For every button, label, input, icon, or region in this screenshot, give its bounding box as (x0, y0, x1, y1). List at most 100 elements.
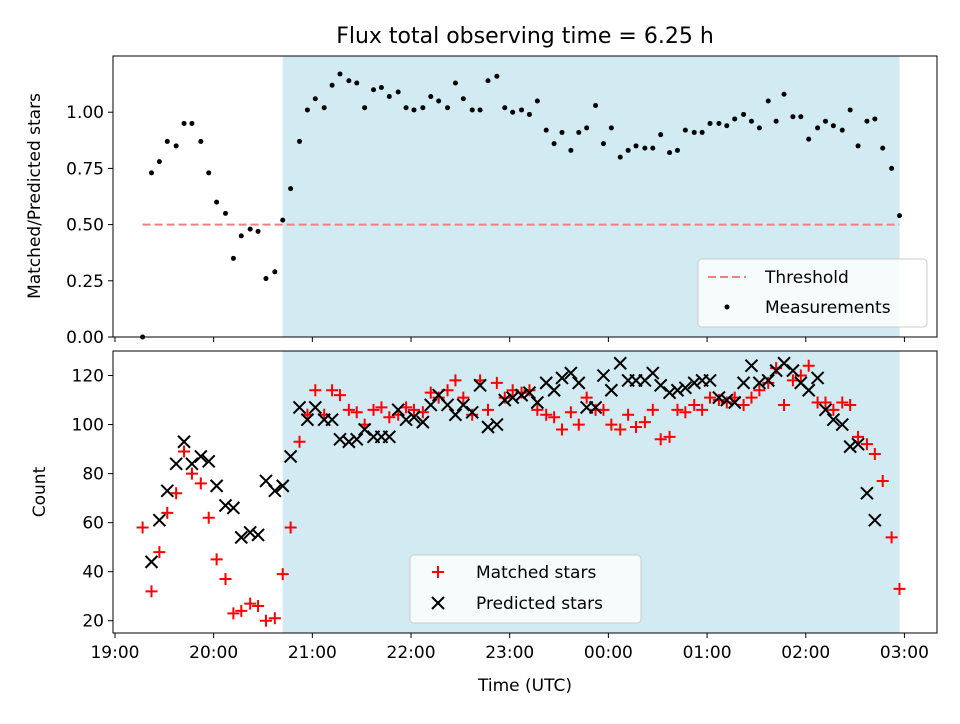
matched-star-point (737, 398, 750, 411)
threshold-legend-label: Threshold (764, 268, 849, 288)
predicted-star-point (826, 412, 841, 427)
measurement-point (280, 217, 286, 223)
measurement-point (445, 105, 451, 111)
measurement-point (206, 170, 212, 176)
matched-star-point (679, 406, 692, 419)
predicted-star-point (596, 368, 611, 383)
predicted-star-point (276, 479, 290, 493)
predicted-star-point (851, 437, 865, 451)
predicted-star-point (786, 363, 800, 378)
matched-star-point (712, 394, 725, 407)
measurement-point (198, 138, 204, 144)
matched-star-point (696, 403, 709, 416)
measurement-point (395, 89, 401, 95)
bottom-ytick-label: 60 (82, 514, 104, 534)
predicted-star-point (860, 486, 874, 500)
predicted-star-point (243, 525, 257, 540)
predicted-star-point (481, 420, 495, 434)
predicted-star-point (333, 432, 347, 446)
measurement-point (354, 80, 360, 86)
predicted-star-point (490, 417, 504, 432)
measurement-point (790, 114, 796, 120)
predicted-star-point (268, 484, 282, 498)
predicted-star-point (720, 393, 734, 407)
measurement-point (822, 118, 828, 124)
measurement-point (255, 228, 261, 234)
predicted-star-point (604, 383, 619, 397)
count-panel: 20 40 60 80 100 120 19:00 20:00 21:00 22:00 23:00… (30, 351, 938, 696)
predicted-star-point (357, 422, 372, 437)
matched-star-point (852, 430, 865, 443)
measurement-point (362, 105, 368, 111)
matched-star-point (572, 418, 585, 431)
top-axes-frame (112, 55, 938, 338)
matched-star-point (778, 398, 791, 411)
measurement-point (502, 105, 508, 111)
measurement-point (584, 125, 590, 131)
measurement-point (452, 80, 458, 86)
measurement-point (403, 105, 409, 111)
matched-star-point (827, 403, 840, 416)
matched-star-point (844, 398, 857, 411)
predicted-star-point (144, 555, 159, 569)
matched-star-point (153, 546, 166, 559)
matched-star-point (400, 401, 413, 414)
matched-star-point (605, 418, 618, 431)
matched-star-point (556, 423, 569, 436)
top-legend-frame (697, 258, 928, 328)
predicted-star-point (300, 412, 315, 427)
measurement-point (238, 233, 244, 239)
matched-star-point (457, 391, 470, 404)
matched-star-point (293, 435, 306, 448)
measurement-point (741, 111, 747, 117)
predicted-star-point (456, 398, 471, 412)
measurement-point (600, 141, 606, 147)
matched-star-point (548, 411, 561, 424)
matched-star-point (893, 582, 906, 595)
measurement-point (642, 145, 648, 151)
measurement-point (337, 71, 343, 77)
predicted-star-point (514, 388, 529, 402)
predicted-star-point (703, 373, 717, 388)
measurement-point (839, 127, 845, 133)
bottom-ytick-label: 40 (82, 563, 104, 583)
matched-star-point (202, 511, 215, 524)
measurement-point (847, 107, 853, 113)
predicted-star-point (646, 366, 660, 380)
measurement-point (148, 170, 154, 176)
measurement-point (181, 120, 187, 126)
measurement-point (494, 73, 500, 79)
measurement-point (593, 102, 599, 108)
predicted-star-point (530, 395, 545, 410)
matched-star-point (326, 384, 339, 397)
measurement-point (559, 129, 565, 135)
predicted-star-point (810, 371, 825, 385)
measurement-point (773, 118, 779, 124)
predicted-star-point (152, 513, 167, 527)
matched-star-point (819, 396, 832, 409)
predicted-star-point (653, 378, 668, 393)
predicted-star-point (744, 359, 759, 373)
matched-star-point (210, 553, 223, 566)
matched-star-point (185, 467, 198, 480)
measurement-point (156, 159, 162, 165)
matched-star-point (309, 384, 322, 397)
matched-star-point (252, 600, 265, 613)
matched-star-point (276, 568, 289, 581)
predicted-star-point (185, 457, 199, 471)
measurement-point (897, 213, 903, 219)
measurement-point (247, 226, 253, 232)
predicted-star-point (505, 390, 520, 405)
matched-star-point (762, 376, 775, 389)
measurement-point (889, 165, 895, 171)
predicted-star-point (465, 405, 479, 420)
measurement-point (411, 107, 417, 113)
top-ytick-label: 1.00 (66, 103, 104, 123)
predicted-star-point (342, 435, 356, 449)
ratio-panel: 0.00 0.25 0.50 0.75 1.00 Flux total observin… (25, 24, 938, 348)
measurement-point (428, 93, 434, 99)
measurement-point (699, 129, 705, 135)
matched-star-point (466, 408, 479, 421)
measurement-point (469, 107, 475, 113)
